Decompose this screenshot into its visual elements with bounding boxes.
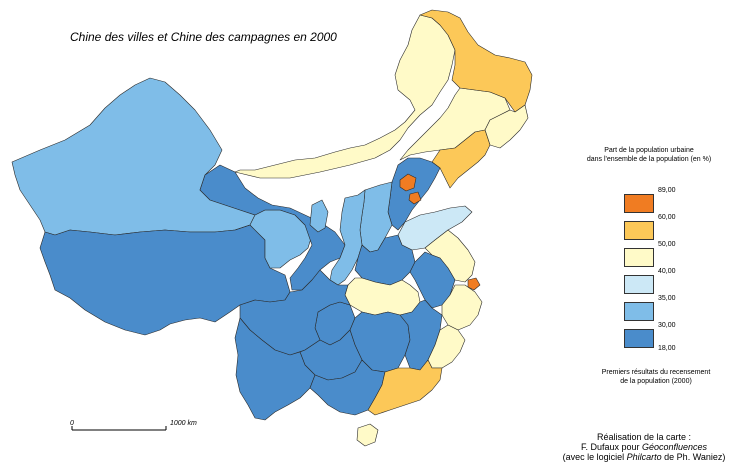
- legend-swatch-18-30: [624, 329, 654, 348]
- legend-value: 35,00: [658, 295, 676, 302]
- region-shaanxi: [329, 189, 366, 286]
- region-ningxia: [309, 199, 329, 233]
- region-xinjiang: [11, 77, 256, 236]
- legend-value: 60,00: [658, 214, 676, 221]
- credits-author: F. Dufaux pour: [580, 442, 642, 452]
- legend-note-line2: de la population (2000): [620, 378, 692, 385]
- region-guangdong: [367, 359, 443, 416]
- region-zhejiang: [441, 284, 483, 331]
- legend-swatch-40-50: [624, 248, 654, 267]
- scale-end-label: 1000 km: [170, 420, 197, 427]
- legend-note-line1: Premiers résultats du recensement: [601, 369, 711, 376]
- region-yunnan: [234, 317, 316, 421]
- map-title: Chine des villes et Chine des campagnes …: [70, 30, 337, 44]
- legend-title: Part de la population urbaine dans l'ens…: [574, 146, 724, 164]
- legend-value: 40,00: [658, 268, 676, 275]
- credits: Réalisation de la carte : F. Dufaux pour…: [556, 432, 732, 462]
- region-hainan: [356, 423, 379, 447]
- region-fujian: [427, 324, 466, 369]
- credits-line1: Réalisation de la carte :: [596, 432, 692, 442]
- credits-publisher: Géoconfluences: [641, 442, 708, 452]
- legend-value: 89,00: [658, 187, 676, 194]
- legend-swatch-50-60: [624, 221, 654, 240]
- credits-software-suffix: de Ph. Waniez): [661, 452, 726, 462]
- credits-line2: F. Dufaux pour Géoconfluences: [556, 442, 732, 452]
- region-anhui: [409, 251, 456, 309]
- region-hubei: [344, 277, 421, 316]
- scale-start-label: 0: [70, 420, 74, 427]
- legend-value: 50,00: [658, 241, 676, 248]
- legend-value: 30,00: [658, 322, 676, 329]
- legend-swatch-gt60: [624, 194, 654, 213]
- region-liaoning: [431, 129, 491, 189]
- legend-title-line1: Part de la population urbaine: [604, 147, 694, 154]
- credits-software-prefix: (avec le logiciel: [562, 452, 627, 462]
- legend-swatch-35-40: [624, 275, 654, 294]
- legend-value: 18,00: [658, 345, 676, 352]
- legend-title-line2: dans l'ensemble de la population (en %): [586, 156, 712, 163]
- credits-line3: (avec le logiciel Philcarto de Ph. Wanie…: [556, 452, 732, 462]
- region-shanghai: [467, 277, 481, 291]
- region-beijing: [399, 173, 417, 192]
- credits-software: Philcarto: [626, 452, 662, 462]
- legend-note: Premiers résultats du recensement de la …: [586, 368, 726, 386]
- legend-swatch-30-35: [624, 302, 654, 321]
- scale-bar: [71, 426, 167, 431]
- region-tianjin: [408, 191, 422, 205]
- region-jilin: [484, 104, 529, 149]
